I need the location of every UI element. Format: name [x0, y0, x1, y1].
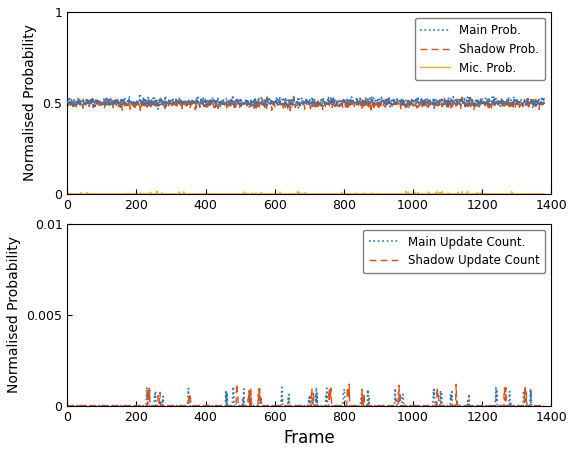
Main Prob.	[541, 95, 548, 101]
Shadow Update Count	[117, 403, 124, 408]
Main Update Count.	[186, 403, 193, 408]
Shadow Prob.	[541, 100, 548, 105]
Mic. Prob.	[154, 189, 161, 194]
Mic. Prob.	[187, 191, 193, 197]
Mic. Prob.	[478, 190, 485, 196]
Shadow Update Count	[541, 403, 548, 408]
Main Prob.	[483, 101, 490, 106]
Legend: Main Prob., Shadow Prob., Mic. Prob.: Main Prob., Shadow Prob., Mic. Prob.	[414, 18, 545, 80]
Main Update Count.	[541, 403, 548, 408]
Shadow Prob.	[483, 101, 490, 107]
Shadow Prob.	[64, 99, 71, 105]
Main Update Count.	[230, 384, 237, 389]
Main Update Count.	[117, 403, 124, 408]
Shadow Update Count	[397, 396, 404, 402]
Shadow Update Count	[64, 403, 71, 408]
Mic. Prob.	[397, 191, 404, 197]
Shadow Update Count	[186, 395, 193, 401]
Main Update Count.	[397, 403, 404, 408]
Main Update Count.	[478, 403, 485, 408]
Main Prob.	[187, 102, 193, 107]
Main Update Count.	[483, 403, 490, 408]
Legend: Main Update Count., Shadow Update Count: Main Update Count., Shadow Update Count	[363, 230, 545, 273]
Shadow Update Count	[529, 403, 536, 408]
Shadow Prob.	[478, 100, 485, 106]
Mic. Prob.	[483, 191, 490, 197]
Line: Main Update Count.: Main Update Count.	[67, 386, 544, 405]
Mic. Prob.	[541, 191, 548, 197]
Mic. Prob.	[117, 191, 124, 197]
Mic. Prob.	[529, 191, 536, 197]
Shadow Prob.	[187, 99, 193, 105]
Main Prob.	[529, 103, 536, 108]
Shadow Prob.	[529, 101, 536, 107]
Shadow Prob.	[286, 108, 293, 113]
Main Prob.	[478, 99, 485, 104]
Shadow Prob.	[397, 106, 404, 111]
Main Prob.	[154, 106, 161, 112]
Shadow Update Count	[483, 403, 490, 408]
Line: Mic. Prob.: Mic. Prob.	[67, 192, 544, 194]
Y-axis label: Normalised Probability: Normalised Probability	[7, 236, 21, 393]
Line: Shadow Prob.: Shadow Prob.	[67, 97, 544, 110]
Shadow Update Count	[234, 381, 241, 386]
Main Prob.	[64, 98, 71, 104]
Shadow Prob.	[117, 102, 124, 108]
Line: Main Prob.: Main Prob.	[67, 94, 544, 109]
Shadow Prob.	[145, 94, 152, 99]
Mic. Prob.	[64, 191, 71, 197]
Shadow Update Count	[478, 403, 485, 408]
Main Prob.	[136, 91, 143, 96]
Main Update Count.	[529, 403, 536, 408]
Line: Shadow Update Count: Shadow Update Count	[67, 384, 544, 405]
X-axis label: Frame: Frame	[284, 429, 335, 447]
Main Prob.	[397, 99, 404, 105]
Main Prob.	[117, 99, 124, 104]
Main Update Count.	[64, 403, 71, 408]
Y-axis label: Normalised Probability: Normalised Probability	[23, 25, 37, 182]
